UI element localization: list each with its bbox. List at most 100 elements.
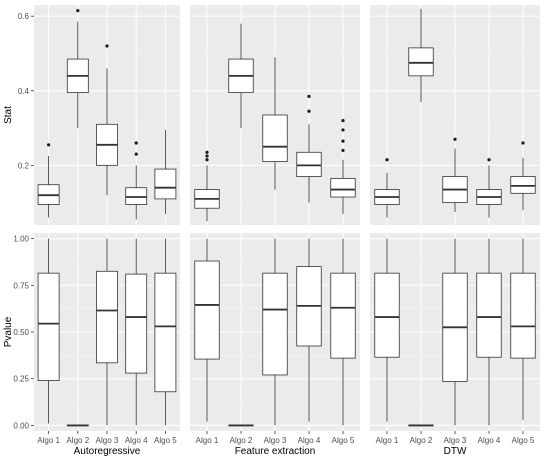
x-tick-label: Algo 5 <box>332 436 355 445</box>
y-tick-label: 0.75 <box>13 281 29 290</box>
box-iqr <box>262 114 288 163</box>
box-algo-4 <box>296 94 322 203</box>
box-iqr <box>296 151 322 177</box>
x-tick-label: Algo 1 <box>376 436 399 445</box>
box-algo-3 <box>442 238 468 426</box>
x-tick-label: Algo 4 <box>298 436 321 445</box>
x-tick-label: Algo 1 <box>196 436 219 445</box>
box-iqr <box>194 260 220 360</box>
y-tick-label: 0.6 <box>18 12 30 21</box>
outlier-point <box>341 118 345 123</box>
box-iqr <box>374 272 400 358</box>
box-algo-3 <box>262 57 288 190</box>
outlier-point <box>521 141 525 145</box>
x-tick-label: Algo 1 <box>37 436 60 445</box>
outlier-point <box>105 44 109 48</box>
outlier-point <box>307 109 311 113</box>
y-tick-label: 1.00 <box>13 235 29 244</box>
outlier-point <box>205 154 209 158</box>
outlier-point <box>205 158 209 162</box>
box-iqr <box>125 273 148 374</box>
box-algo-5 <box>154 238 177 426</box>
box-iqr <box>154 272 177 393</box>
y-axis-title-pvalue: Pvalue <box>3 316 14 347</box>
box-algo-5 <box>154 129 177 214</box>
outlier-point <box>76 8 80 13</box>
box-algo-1 <box>374 158 400 218</box>
box-iqr <box>262 272 288 376</box>
box-algo-3 <box>442 137 468 212</box>
box-algo-2 <box>408 424 434 427</box>
box-iqr <box>510 272 536 359</box>
box-iqr <box>37 272 60 381</box>
x-axis-title-feature-extraction: Feature extraction <box>235 446 316 457</box>
outlier-point <box>341 139 345 143</box>
box-algo-3 <box>96 238 118 426</box>
panel-autoregressive-pvalue: 0.00 0.25 0.50 0.75 1.00 Algo 1 Algo 2 Algo 3 Al… <box>13 233 180 445</box>
panel-autoregressive-stat: 0.2 0.4 0.6 <box>18 5 180 225</box>
x-tick-label: Algo 2 <box>66 436 89 445</box>
box-iqr <box>330 272 356 359</box>
outlier-point <box>341 128 345 132</box>
x-axis-titles: Autoregressive Feature extraction DTW <box>74 446 467 457</box>
box-algo-4 <box>125 141 148 220</box>
box-iqr <box>330 177 356 198</box>
box-algo-2 <box>228 424 254 427</box>
x-tick-label: Algo 4 <box>125 436 148 445</box>
y-tick-label: 0.00 <box>13 421 29 430</box>
y-tick-label: 0.4 <box>18 87 30 96</box>
outlier-point <box>307 94 311 98</box>
box-algo-5 <box>330 118 356 214</box>
y-tick-label: 0.50 <box>13 328 29 337</box>
y-axis-titles: Stat Pvalue <box>3 106 14 347</box>
box-iqr <box>154 168 177 200</box>
x-axis-title-dtw: DTW <box>444 446 467 457</box>
outlier-point <box>487 158 491 162</box>
outlier-point <box>205 150 209 154</box>
box-algo-4 <box>125 238 148 426</box>
outlier-point <box>47 143 51 147</box>
box-algo-2 <box>408 8 434 102</box>
panel-dtw-stat <box>370 5 540 225</box>
box-iqr <box>476 272 502 358</box>
outlier-point <box>134 152 138 156</box>
outlier-point <box>134 141 138 145</box>
box-iqr <box>408 47 434 77</box>
outlier-point <box>385 158 389 162</box>
box-algo-4 <box>476 238 502 426</box>
box-algo-4 <box>476 158 502 218</box>
panel-feature-extraction-stat <box>190 5 360 225</box>
box-algo-5 <box>510 238 536 420</box>
x-tick-label: Algo 4 <box>478 436 501 445</box>
x-tick-label: Algo 3 <box>444 436 467 445</box>
box-algo-2 <box>228 23 254 129</box>
panel-feature-extraction-pvalue: Algo 1 Algo 2 Algo 3 Algo 4 Algo 5 <box>190 233 360 445</box>
box-algo-2 <box>66 8 89 129</box>
y-tick-label: 0.25 <box>13 375 29 384</box>
x-tick-label: Algo 3 <box>264 436 287 445</box>
box-algo-1 <box>194 150 220 222</box>
box-algo-3 <box>96 44 118 196</box>
box-iqr <box>510 176 536 194</box>
outlier-point <box>453 137 457 141</box>
box-algo-1 <box>374 238 400 422</box>
box-algo-4 <box>296 238 322 422</box>
box-algo-5 <box>510 141 536 211</box>
x-tick-label: Algo 5 <box>512 436 535 445</box>
y-tick-label: 0.2 <box>18 161 30 170</box>
box-iqr <box>125 187 148 205</box>
outlier-point <box>341 148 345 153</box>
x-axis-title-autoregressive: Autoregressive <box>74 446 141 457</box>
box-algo-5 <box>330 238 356 426</box>
box-algo-3 <box>262 238 288 426</box>
x-tick-label: Algo 5 <box>154 436 177 445</box>
box-algo-1 <box>37 238 60 424</box>
x-tick-label: Algo 2 <box>410 436 433 445</box>
x-tick-label: Algo 3 <box>96 436 119 445</box>
x-tick-label: Algo 2 <box>230 436 253 445</box>
box-algo-1 <box>37 143 60 218</box>
box-algo-2 <box>66 424 89 427</box>
box-algo-1 <box>194 238 220 422</box>
